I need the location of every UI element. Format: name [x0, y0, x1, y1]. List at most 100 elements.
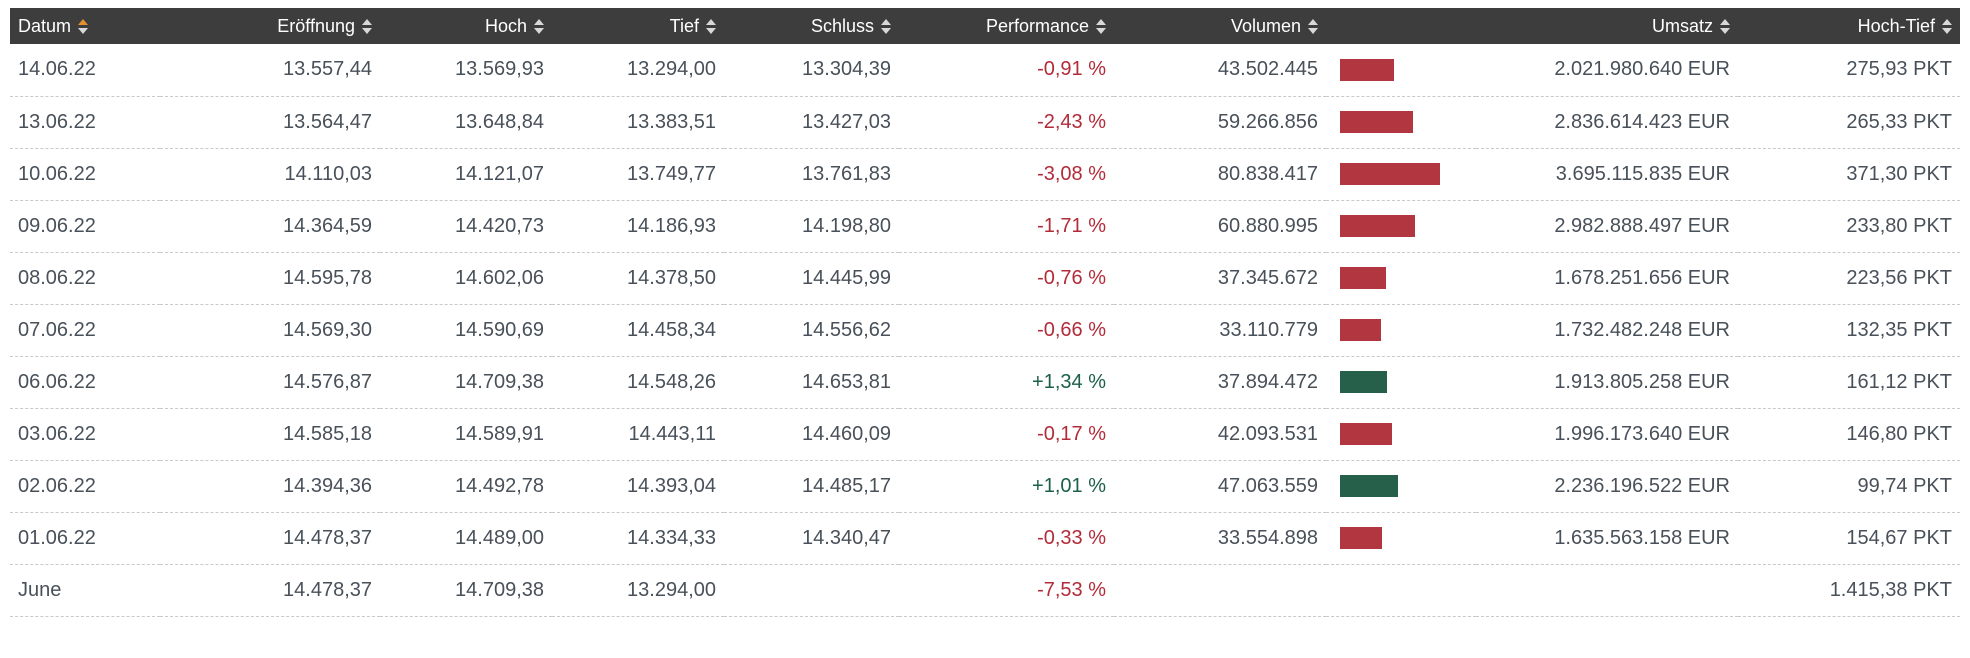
cell-datum: 01.06.22 — [10, 512, 160, 565]
volume-bar — [1340, 58, 1394, 81]
cell-hoch: 14.602,06 — [380, 252, 552, 305]
cell-performance: -0,66 % — [899, 304, 1114, 357]
cell-datum: 13.06.22 — [10, 96, 160, 149]
column-label: Umsatz — [1651, 15, 1713, 36]
cell-hoch: 13.648,84 — [380, 96, 552, 149]
cell-volumen — [1114, 564, 1326, 617]
cell-hoch_tief: 265,33 PKT — [1738, 96, 1960, 149]
cell-volume-bar — [1326, 564, 1476, 617]
column-header-eroeffnung[interactable]: Eröffnung — [160, 8, 380, 44]
column-header-performance[interactable]: Performance — [899, 8, 1114, 44]
cell-schluss: 13.304,39 — [724, 44, 899, 97]
cell-hoch_tief: 132,35 PKT — [1738, 304, 1960, 357]
cell-volume-bar — [1326, 460, 1476, 513]
sort-arrows-icon — [362, 18, 372, 34]
cell-hoch_tief: 371,30 PKT — [1738, 148, 1960, 201]
cell-volume-bar — [1326, 356, 1476, 409]
column-header-schluss[interactable]: Schluss — [724, 8, 899, 44]
cell-datum: 06.06.22 — [10, 356, 160, 409]
volume-bar — [1340, 527, 1382, 550]
sort-arrows-icon — [78, 18, 89, 34]
cell-eroeffnung: 14.110,03 — [160, 148, 380, 201]
cell-eroeffnung: 14.394,36 — [160, 460, 380, 513]
cell-tief: 13.294,00 — [552, 44, 724, 97]
column-header-datum[interactable]: Datum — [10, 8, 160, 44]
cell-volume-bar — [1326, 44, 1476, 97]
cell-hoch_tief: 275,93 PKT — [1738, 44, 1960, 97]
column-header-tief[interactable]: Tief — [552, 8, 724, 44]
cell-volumen: 43.502.445 — [1114, 44, 1326, 97]
cell-schluss: 14.653,81 — [724, 356, 899, 409]
cell-volumen: 33.110.779 — [1114, 304, 1326, 357]
cell-hoch_tief: 1.415,38 PKT — [1738, 564, 1960, 617]
sort-arrows-icon — [1096, 18, 1106, 34]
cell-umsatz: 1.678.251.656 EUR — [1476, 252, 1738, 305]
cell-volume-bar — [1326, 148, 1476, 201]
table-row: 10.06.22 14.110,03 14.121,07 13.749,77 13.76… — [10, 148, 1960, 201]
cell-datum: 14.06.22 — [10, 44, 160, 97]
cell-hoch_tief: 233,80 PKT — [1738, 200, 1960, 253]
cell-eroeffnung: 14.364,59 — [160, 200, 380, 253]
cell-volumen: 42.093.531 — [1114, 408, 1326, 461]
cell-volume-bar — [1326, 408, 1476, 461]
cell-performance: -1,71 % — [899, 200, 1114, 253]
volume-bar — [1340, 267, 1386, 290]
sort-arrows-icon — [1942, 18, 1952, 34]
column-header-hoch_tief[interactable]: Hoch-Tief — [1738, 8, 1960, 44]
column-label: Hoch — [484, 15, 527, 36]
cell-datum: June — [10, 564, 160, 617]
cell-volume-bar — [1326, 200, 1476, 253]
cell-performance: -0,76 % — [899, 252, 1114, 305]
cell-hoch_tief: 154,67 PKT — [1738, 512, 1960, 565]
table-row: 03.06.22 14.585,18 14.589,91 14.443,11 14.46… — [10, 408, 1960, 461]
column-label: Eröffnung — [277, 15, 355, 36]
column-header-volumen[interactable]: Volumen — [1114, 8, 1326, 44]
sort-arrows-icon — [881, 18, 891, 34]
table-row: 09.06.22 14.364,59 14.420,73 14.186,93 14.19… — [10, 200, 1960, 253]
cell-hoch: 14.709,38 — [380, 564, 552, 617]
cell-volume-bar — [1326, 96, 1476, 149]
column-label: Volumen — [1230, 15, 1301, 36]
cell-hoch: 14.492,78 — [380, 460, 552, 513]
cell-tief: 13.294,00 — [552, 564, 724, 617]
cell-datum: 07.06.22 — [10, 304, 160, 357]
cell-hoch_tief: 161,12 PKT — [1738, 356, 1960, 409]
cell-volume-bar — [1326, 252, 1476, 305]
cell-performance: -3,08 % — [899, 148, 1114, 201]
header-row: Datum Eröffnung Hoch Tief Schluss Performance… — [10, 8, 1960, 44]
cell-umsatz — [1476, 564, 1738, 617]
cell-tief: 14.548,26 — [552, 356, 724, 409]
cell-tief: 14.186,93 — [552, 200, 724, 253]
cell-umsatz: 3.695.115.835 EUR — [1476, 148, 1738, 201]
cell-eroeffnung: 14.569,30 — [160, 304, 380, 357]
cell-schluss: 14.485,17 — [724, 460, 899, 513]
table-row: 13.06.22 13.564,47 13.648,84 13.383,51 13.42… — [10, 96, 1960, 149]
column-header-hoch[interactable]: Hoch — [380, 8, 552, 44]
column-label: Datum — [18, 15, 72, 36]
cell-hoch_tief: 223,56 PKT — [1738, 252, 1960, 305]
cell-tief: 13.383,51 — [552, 96, 724, 149]
cell-tief: 13.749,77 — [552, 148, 724, 201]
cell-volumen: 47.063.559 — [1114, 460, 1326, 513]
cell-datum: 10.06.22 — [10, 148, 160, 201]
cell-umsatz: 2.982.888.497 EUR — [1476, 200, 1738, 253]
column-header-umsatz[interactable]: Umsatz — [1476, 8, 1738, 44]
cell-umsatz: 1.732.482.248 EUR — [1476, 304, 1738, 357]
cell-volumen: 33.554.898 — [1114, 512, 1326, 565]
cell-schluss: 14.556,62 — [724, 304, 899, 357]
column-label: Hoch-Tief — [1857, 15, 1935, 36]
cell-umsatz: 2.836.614.423 EUR — [1476, 96, 1738, 149]
cell-eroeffnung: 14.478,37 — [160, 512, 380, 565]
cell-hoch: 14.709,38 — [380, 356, 552, 409]
cell-volume-bar — [1326, 512, 1476, 565]
cell-umsatz: 2.236.196.522 EUR — [1476, 460, 1738, 513]
cell-eroeffnung: 14.576,87 — [160, 356, 380, 409]
cell-hoch: 13.569,93 — [380, 44, 552, 97]
volume-bar — [1340, 111, 1413, 134]
cell-hoch: 14.589,91 — [380, 408, 552, 461]
cell-performance: -0,33 % — [899, 512, 1114, 565]
column-header-volume-bar — [1326, 8, 1476, 44]
cell-datum: 09.06.22 — [10, 200, 160, 253]
cell-volume-bar — [1326, 304, 1476, 357]
cell-tief: 14.443,11 — [552, 408, 724, 461]
